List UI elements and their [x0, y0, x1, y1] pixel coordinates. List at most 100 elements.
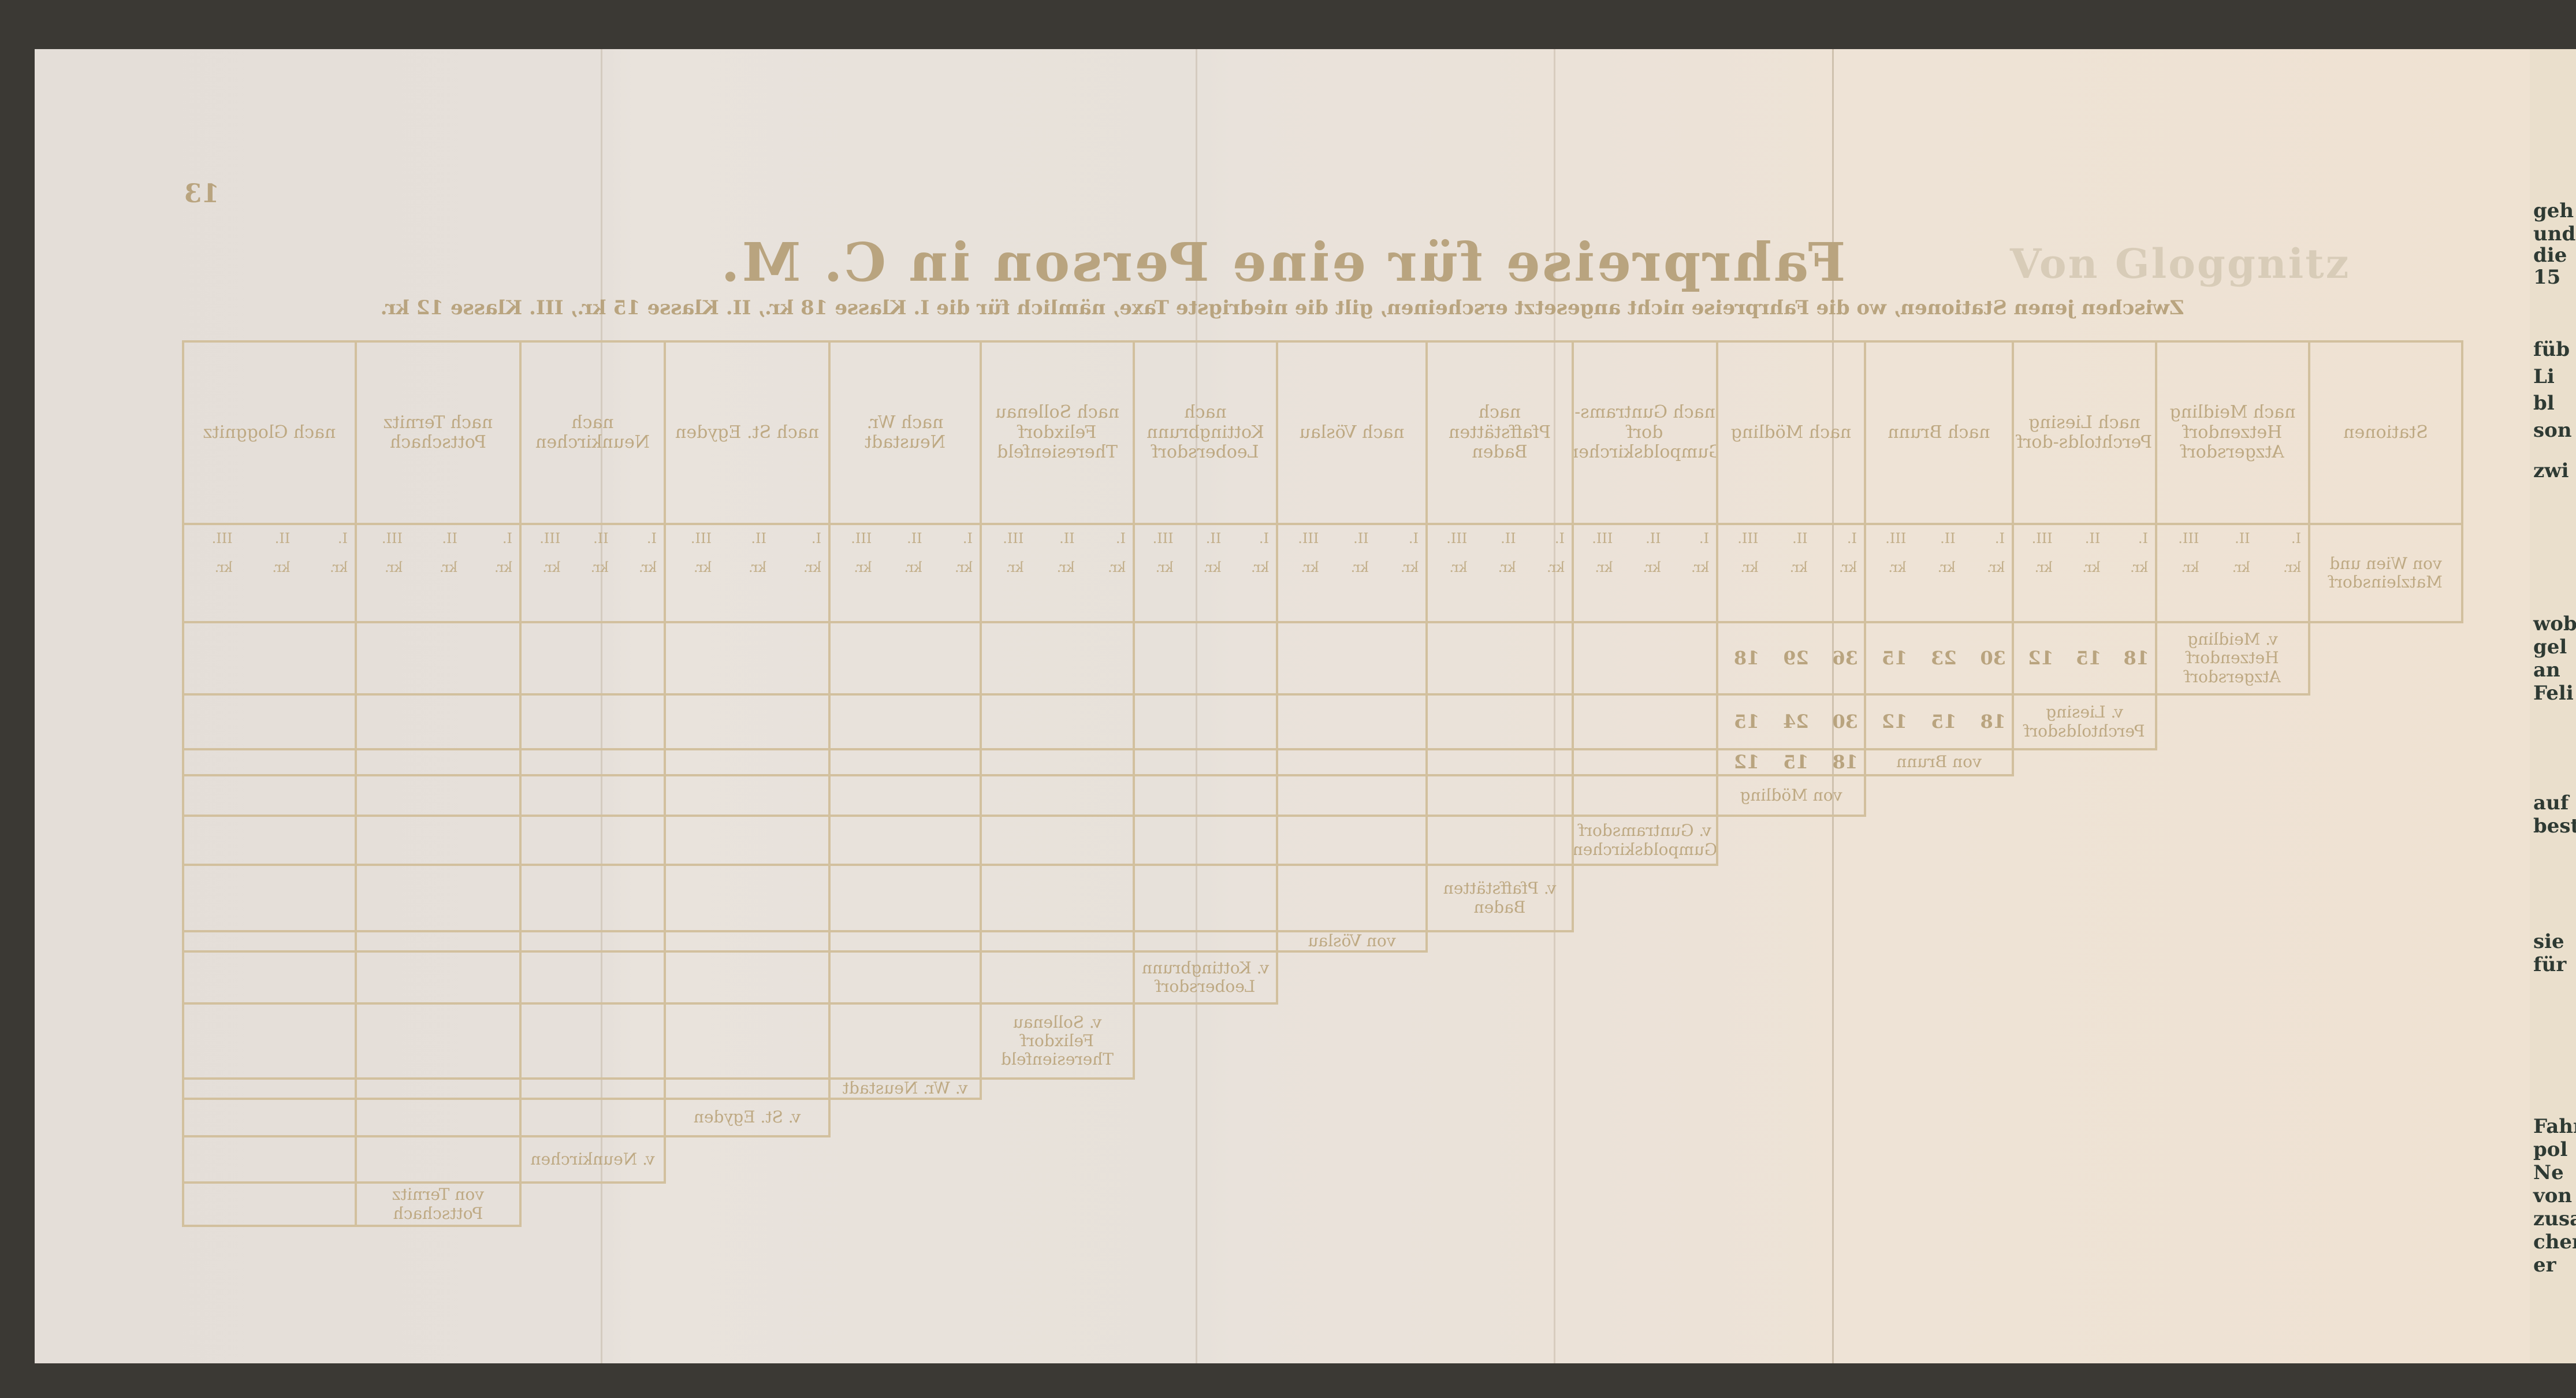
- fare-cell: [1572, 748, 1718, 776]
- edge-text-fragment: die: [2533, 244, 2567, 267]
- fare-value: 36: [1832, 646, 1858, 669]
- unit-label: kr.: [1350, 559, 1369, 575]
- class-label: II.: [2235, 530, 2250, 546]
- unit-label: kr.: [1301, 559, 1319, 575]
- fare-cell: [664, 815, 831, 866]
- fare-cell: [182, 864, 357, 932]
- page-title: Fahrpreise für eine Person in C. M.: [719, 231, 1846, 293]
- class-label: I.: [1259, 530, 1269, 546]
- fold-line: [1196, 49, 1197, 1363]
- fare-cell: [664, 748, 831, 776]
- unit-label: kr.: [439, 559, 457, 575]
- fare-cell: [1425, 693, 1574, 750]
- fare-cell: [519, 748, 666, 776]
- scanned-page: Von Gloggnitz 13 Fahrpreise für eine Per…: [35, 49, 2530, 1363]
- class-label: III.: [1152, 530, 1174, 546]
- class-label: III.: [539, 530, 561, 546]
- class-label: II.: [1501, 530, 1516, 546]
- edge-text-fragment: Feli: [2533, 682, 2574, 705]
- class-label: II.: [1205, 530, 1222, 546]
- class-label: I.: [2291, 530, 2301, 546]
- unit-label: kr.: [2283, 559, 2301, 575]
- fare-cell: [828, 950, 982, 1005]
- fare-cell: [182, 930, 357, 953]
- class-label: II.: [593, 530, 609, 546]
- unit-label: kr.: [1498, 559, 1516, 575]
- fare-cell: [664, 774, 831, 817]
- fare-cell: [1133, 693, 1278, 750]
- fare-cell: [182, 815, 357, 866]
- fare-value: 30: [1980, 646, 2006, 669]
- fare-cell: I. kr. II. kr. III. kr.: [1572, 523, 1718, 623]
- fare-cell: [1276, 748, 1428, 776]
- unit-label: kr.: [329, 559, 348, 575]
- fare-cell: [1133, 621, 1278, 696]
- fare-cell: [355, 864, 522, 932]
- fare-cell: [1425, 621, 1574, 696]
- fare-cell: [980, 774, 1135, 817]
- fare-cell: [1572, 774, 1718, 817]
- edge-text-fragment: füb: [2533, 338, 2570, 361]
- fare-cell: [182, 1098, 357, 1137]
- row-label: von Mödling: [1716, 774, 1866, 817]
- fare-value: 12: [1881, 710, 1908, 733]
- row-label: v. St. Egyden: [664, 1098, 831, 1137]
- unit-label: kr.: [542, 559, 561, 575]
- fold-line: [601, 49, 602, 1363]
- fare-cell: [664, 864, 831, 932]
- fare-cell: [519, 621, 666, 696]
- column-header: nach Neunkirchen: [519, 340, 666, 525]
- fare-cell: [519, 774, 666, 817]
- class-label: III.: [1737, 530, 1759, 546]
- unit-label: kr.: [1006, 559, 1024, 575]
- next-page-edge: geh und die 15 füb Li bl son zwi wob gel an Feli auf b…: [2530, 49, 2576, 1363]
- edge-text-fragment: auf: [2533, 791, 2569, 815]
- edge-text-fragment: Fahr: [2533, 1115, 2576, 1138]
- fare-cell: [1276, 621, 1428, 696]
- edge-text-fragment: Li: [2533, 365, 2555, 388]
- unit-label: kr.: [1400, 559, 1419, 575]
- row-label: von Brunn: [1864, 748, 2014, 776]
- show-through-fare-table: 13 Fahrpreise für eine Person in C. M. Z…: [35, 49, 2530, 1363]
- unit-label: kr.: [1888, 559, 1907, 575]
- fare-cell: I. kr. II. kr. III. kr.: [664, 523, 831, 623]
- fare-cell: [828, 1002, 982, 1080]
- class-label: III.: [690, 530, 712, 546]
- fare-cell: I. kr. II. kr. III. kr.: [980, 523, 1135, 623]
- unit-label: kr.: [2232, 559, 2250, 575]
- fare-cell: [1425, 774, 1574, 817]
- fare-cell: I. kr. II. kr. III. kr.: [1276, 523, 1428, 623]
- fare-cell: [519, 1077, 666, 1100]
- fare-value: 24: [1783, 710, 1809, 733]
- edge-text-fragment: 15: [2533, 266, 2561, 289]
- edge-text-fragment: Ne: [2533, 1161, 2564, 1184]
- fold-line: [1554, 49, 1555, 1363]
- edge-text-fragment: für: [2533, 953, 2567, 976]
- column-header: nach Wr. Neustadt: [828, 340, 982, 525]
- page-subtitle: Zwischen jenen Stationen, wo die Fahrpre…: [380, 296, 2184, 319]
- unit-label: kr.: [1643, 559, 1661, 575]
- class-label: II.: [751, 530, 766, 546]
- unit-label: kr.: [1107, 559, 1126, 575]
- class-label: III.: [2178, 530, 2199, 546]
- unit-label: kr.: [1691, 559, 1709, 575]
- unit-label: kr.: [954, 559, 973, 575]
- class-label: III.: [851, 530, 872, 546]
- column-header: nach Meidling Hetzendorf Atzgersdorf: [2155, 340, 2310, 525]
- edge-text-fragment: er: [2533, 1254, 2556, 1277]
- column-header: nach Kottingbrunn Leobersdorf: [1133, 340, 1278, 525]
- unit-label: kr.: [638, 559, 657, 575]
- fare-cell: [519, 815, 666, 866]
- fare-cell: [182, 774, 357, 817]
- row-label: von Vöslau: [1276, 930, 1428, 953]
- fare-value: 18: [1733, 646, 1760, 669]
- fare-cell: [1276, 693, 1428, 750]
- fare-cell: [182, 1135, 357, 1184]
- fare-cell: [355, 621, 522, 696]
- class-label: I.: [962, 530, 973, 546]
- fare-value: 18: [1832, 750, 1858, 773]
- class-label: III.: [1446, 530, 1468, 546]
- column-header: nach Sollenau Felixdorf Theresienfeld: [980, 340, 1135, 525]
- class-label: II.: [1353, 530, 1369, 546]
- edge-text-fragment: son: [2533, 419, 2572, 442]
